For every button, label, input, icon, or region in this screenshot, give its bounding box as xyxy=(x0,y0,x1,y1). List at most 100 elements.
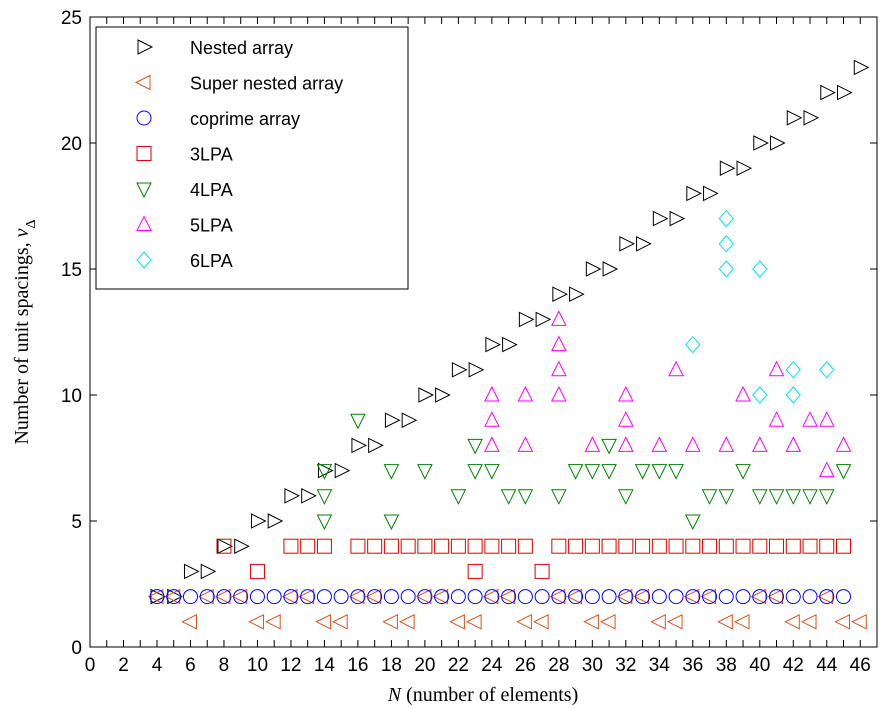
data-point xyxy=(250,513,267,529)
data-point xyxy=(451,361,468,378)
y-tick-label: 5 xyxy=(71,512,82,533)
data-point xyxy=(785,538,801,554)
y-tick-label: 25 xyxy=(61,8,82,29)
data-point xyxy=(300,589,316,605)
data-point xyxy=(549,588,566,605)
data-point xyxy=(467,538,483,554)
data-point xyxy=(636,235,652,252)
data-point xyxy=(502,336,518,353)
data-point xyxy=(583,613,599,630)
data-point xyxy=(584,436,601,452)
data-point xyxy=(618,436,634,452)
data-point xyxy=(383,589,399,605)
y-tick-label: 20 xyxy=(61,134,82,155)
data-point xyxy=(567,464,584,480)
data-point xyxy=(834,613,851,630)
data-point xyxy=(147,588,164,605)
data-point xyxy=(333,589,349,605)
data-point xyxy=(383,464,400,480)
y-tick-label: 10 xyxy=(61,386,82,407)
data-point xyxy=(700,588,717,605)
legend-label: 6LPA xyxy=(190,251,233,271)
data-point xyxy=(735,464,751,480)
data-point xyxy=(820,84,836,101)
data-point xyxy=(651,538,667,554)
data-point xyxy=(365,588,382,605)
data-point xyxy=(651,589,667,605)
data-point xyxy=(181,613,197,630)
data-point xyxy=(802,411,818,427)
data-point xyxy=(618,589,634,605)
data-point xyxy=(432,588,449,605)
data-point xyxy=(467,589,483,605)
legend-marker-icon xyxy=(136,215,152,231)
data-point xyxy=(752,386,768,404)
data-point xyxy=(685,589,701,605)
data-point xyxy=(551,489,567,505)
data-point xyxy=(652,210,669,227)
legend-label: 5LPA xyxy=(190,216,233,236)
legend-entry: 4LPA xyxy=(136,180,233,200)
data-point xyxy=(417,464,433,480)
legend-entry: 6LPA xyxy=(136,251,233,271)
legend-entry: 3LPA xyxy=(136,145,233,165)
data-point xyxy=(601,589,617,605)
data-point xyxy=(450,589,466,605)
y-axis-label: Number of unit spacings, νΔ xyxy=(11,219,39,444)
data-point xyxy=(316,514,333,531)
data-point xyxy=(566,588,583,605)
data-point xyxy=(283,589,299,605)
data-point xyxy=(231,588,248,605)
data-point xyxy=(784,613,800,630)
data-point xyxy=(517,589,533,605)
data-point xyxy=(200,563,217,580)
data-point xyxy=(683,588,700,605)
data-point xyxy=(450,538,466,554)
data-point xyxy=(367,538,383,554)
x-tick-label: 4 xyxy=(152,655,163,676)
x-tick-label: 30 xyxy=(582,655,603,676)
data-point xyxy=(435,387,451,403)
data-point xyxy=(249,563,265,579)
data-point xyxy=(484,385,500,402)
data-point xyxy=(767,588,784,605)
data-point xyxy=(633,588,650,605)
data-point xyxy=(484,411,500,427)
legend-entry: coprime array xyxy=(136,109,300,129)
data-point xyxy=(501,538,517,554)
data-point xyxy=(733,613,750,630)
legend-marker-icon xyxy=(136,146,152,161)
data-point xyxy=(735,538,751,554)
data-points xyxy=(147,59,870,630)
x-tick-label: 32 xyxy=(615,655,636,676)
data-point xyxy=(802,538,818,554)
data-point xyxy=(234,538,250,555)
data-point xyxy=(819,538,835,554)
data-point xyxy=(400,589,416,605)
data-point xyxy=(768,360,785,377)
data-point xyxy=(367,589,383,605)
data-point xyxy=(835,464,852,480)
data-point xyxy=(468,361,485,378)
data-point xyxy=(401,412,418,429)
data-point xyxy=(551,538,567,554)
data-point xyxy=(718,209,734,228)
data-point xyxy=(199,589,215,605)
data-point xyxy=(819,361,835,379)
data-point xyxy=(183,563,200,580)
x-tick-label: 10 xyxy=(247,655,268,676)
data-point xyxy=(818,489,835,505)
data-point xyxy=(684,436,701,452)
data-point xyxy=(417,589,433,605)
data-point xyxy=(703,185,719,202)
data-point xyxy=(484,589,500,605)
data-point xyxy=(702,538,718,554)
data-point xyxy=(718,436,735,452)
x-tick-label: 42 xyxy=(783,655,804,676)
data-point xyxy=(651,464,668,480)
legend-label: Super nested array xyxy=(190,74,343,94)
x-tick-label: 18 xyxy=(381,655,402,676)
data-point xyxy=(552,286,568,303)
data-point xyxy=(517,538,533,554)
